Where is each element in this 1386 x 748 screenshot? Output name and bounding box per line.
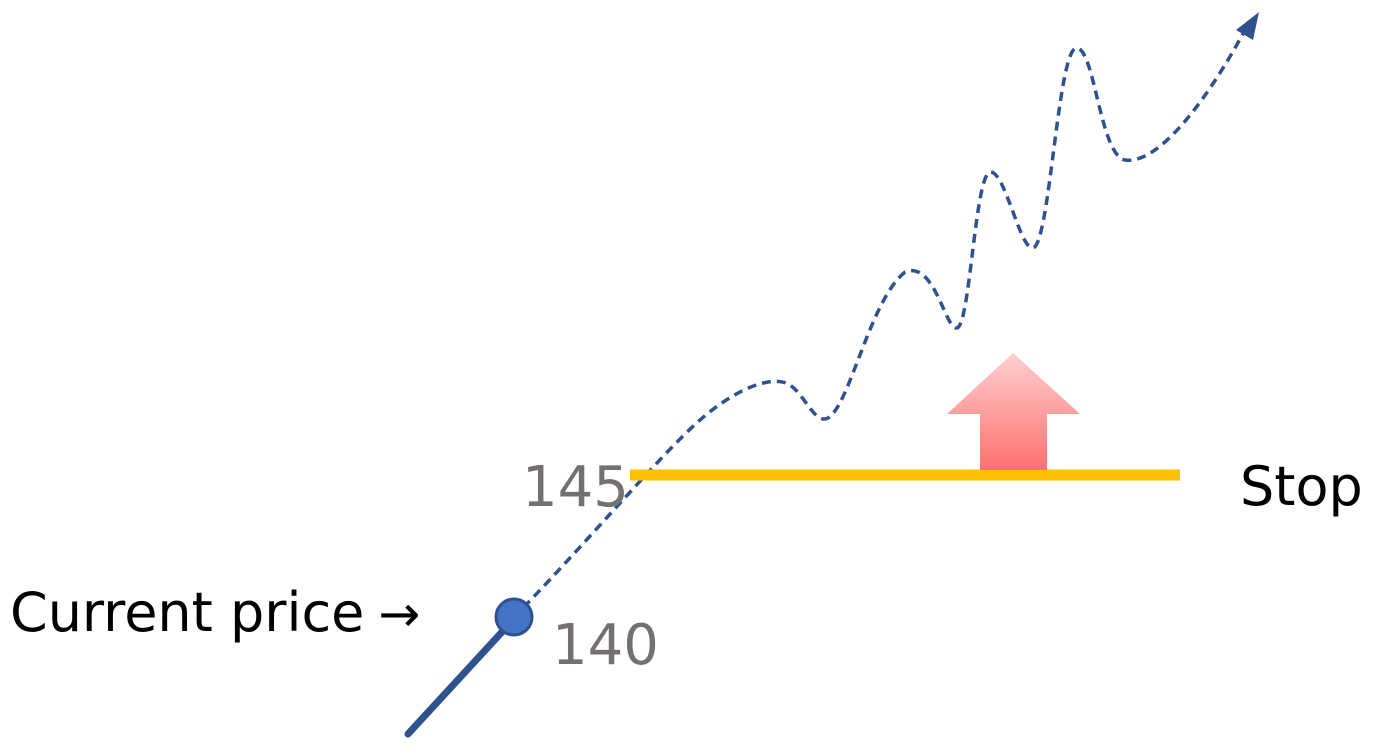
projected-path-arrowhead — [1236, 12, 1259, 40]
stop-raise-arrow-icon — [947, 353, 1080, 470]
current-price-label-group: Current price → — [10, 586, 420, 640]
projected-price-path — [511, 29, 1247, 620]
current-level-label: 140 — [552, 613, 659, 678]
stop-label: Stop — [1240, 455, 1363, 518]
stop-level-label: 145 — [522, 455, 629, 520]
current-price-label: Current price — [10, 581, 365, 644]
past-price-line — [404, 616, 517, 738]
right-arrow-icon: → — [378, 585, 421, 643]
current-price-marker — [494, 597, 534, 637]
